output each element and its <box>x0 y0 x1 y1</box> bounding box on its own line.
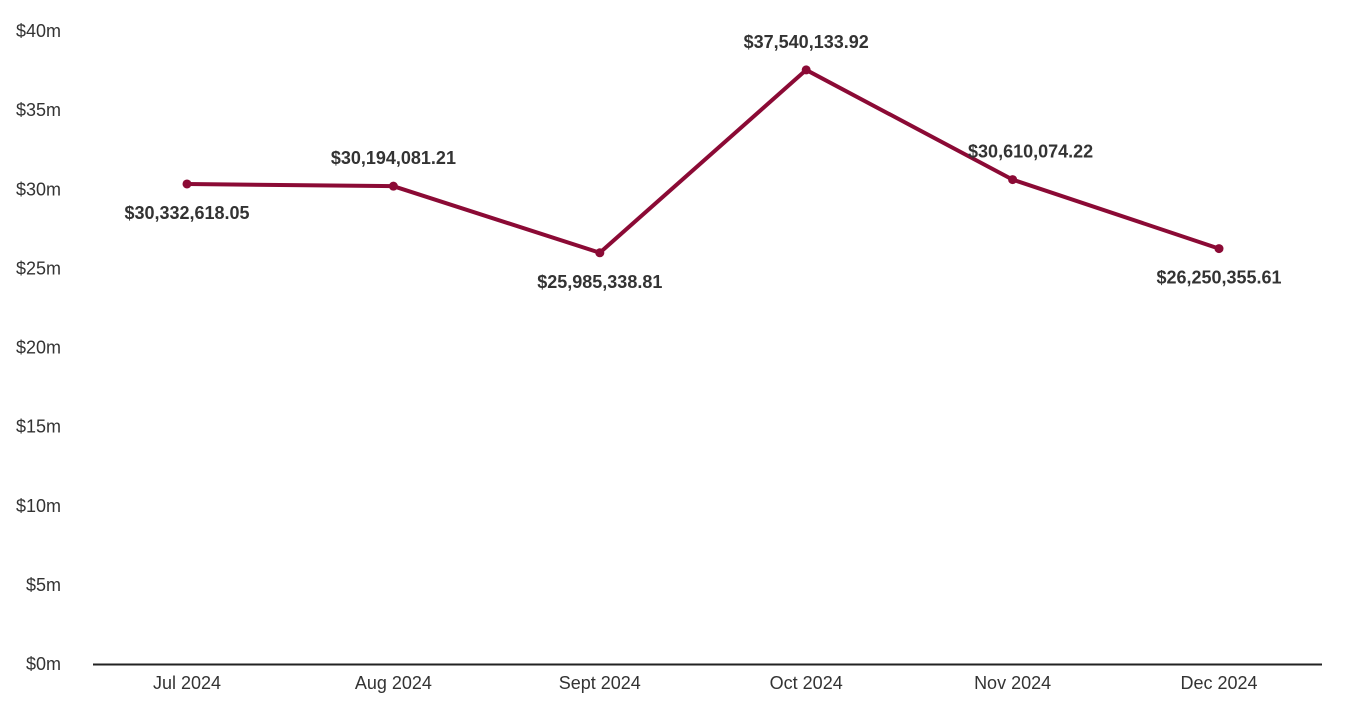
x-tick-label: Jul 2024 <box>153 673 221 693</box>
data-label: $30,332,618.05 <box>124 203 249 223</box>
y-tick-label: $35m <box>16 100 61 120</box>
y-tick-label: $0m <box>26 654 61 674</box>
y-tick-label: $40m <box>16 21 61 41</box>
y-tick-label: $20m <box>16 338 61 358</box>
y-tick-label: $30m <box>16 179 61 199</box>
x-tick-label: Dec 2024 <box>1180 673 1257 693</box>
data-point <box>1214 244 1224 254</box>
data-label: $37,540,133.92 <box>744 32 869 52</box>
series-points <box>182 65 1224 258</box>
y-axis-tick-labels: $0m $5m $10m $15m $20m $25m $30m $35m $40m <box>16 21 61 674</box>
data-point <box>182 179 192 189</box>
x-tick-label: Aug 2024 <box>355 673 432 693</box>
data-label: $25,985,338.81 <box>537 272 662 292</box>
data-label: $30,194,081.21 <box>331 148 456 168</box>
data-label: $26,250,355.61 <box>1156 268 1281 288</box>
y-tick-label: $15m <box>16 417 61 437</box>
data-labels: $30,332,618.05 $30,194,081.21 $25,985,338.… <box>124 32 1281 292</box>
x-tick-label: Oct 2024 <box>770 673 843 693</box>
data-point <box>1008 175 1018 185</box>
data-point <box>801 65 811 75</box>
data-point <box>388 181 398 191</box>
x-tick-label: Sept 2024 <box>559 673 641 693</box>
x-tick-label: Nov 2024 <box>974 673 1051 693</box>
y-tick-label: $5m <box>26 575 61 595</box>
y-tick-label: $10m <box>16 496 61 516</box>
x-axis-tick-labels: Jul 2024 Aug 2024 Sept 2024 Oct 2024 Nov 202… <box>153 673 1258 693</box>
y-tick-label: $25m <box>16 258 61 278</box>
data-label: $30,610,074.22 <box>968 142 1093 162</box>
data-point <box>595 248 605 258</box>
series-line <box>185 67 1221 255</box>
